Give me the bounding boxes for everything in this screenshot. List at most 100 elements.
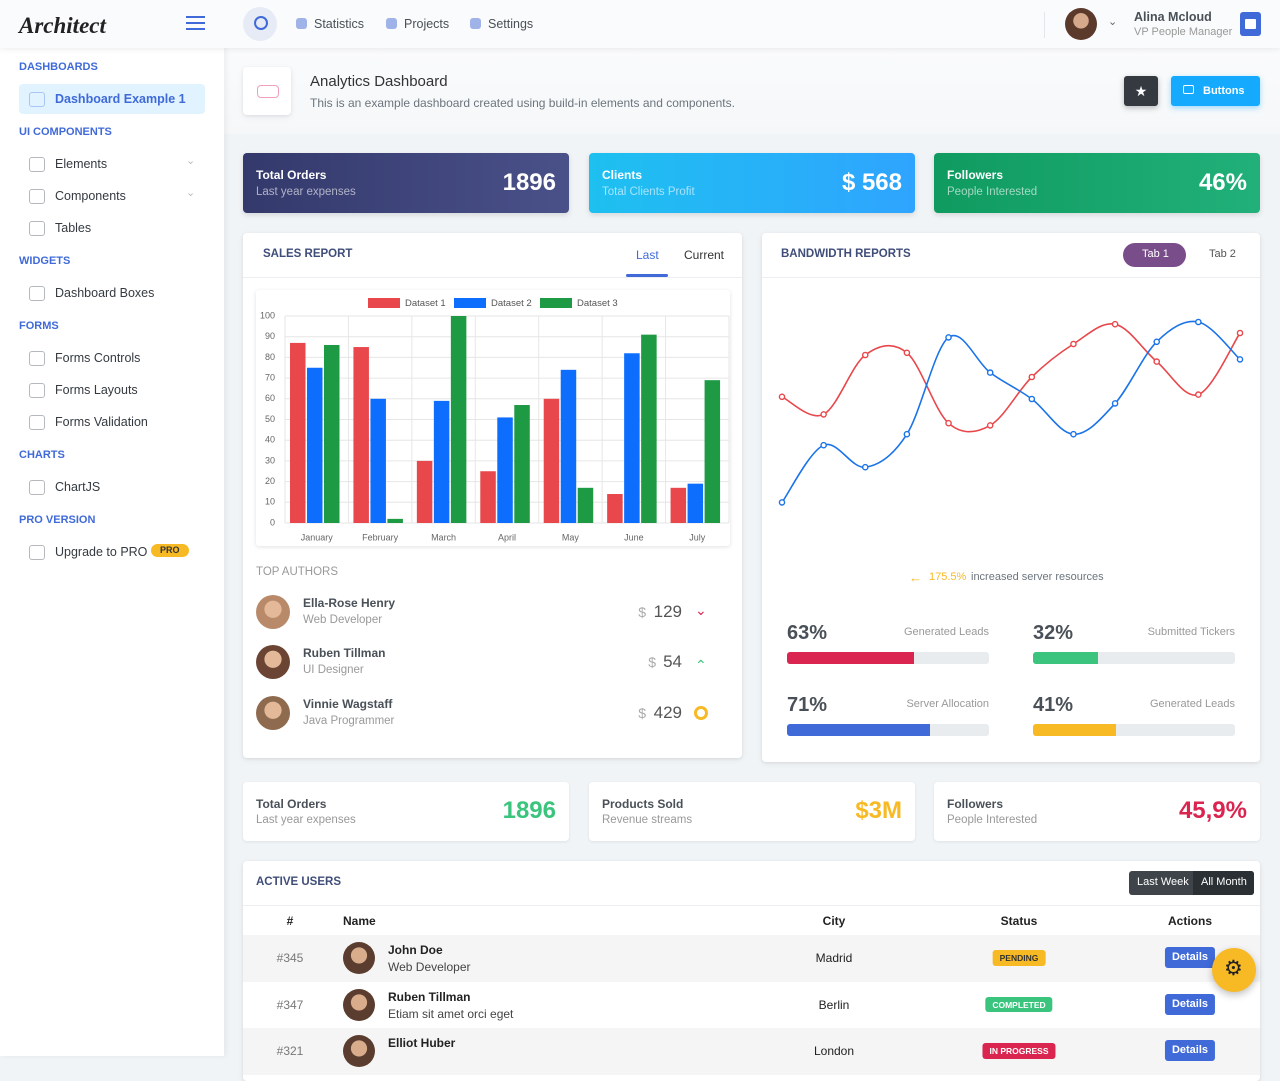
stat-subtitle: Last year expenses xyxy=(256,186,356,198)
user-city: London xyxy=(813,1044,855,1058)
sidebar-item[interactable]: Tables xyxy=(55,220,92,235)
sidebar-icon xyxy=(29,350,45,366)
nav-item[interactable]: Projects xyxy=(404,17,450,31)
section-title: TOP AUTHORS xyxy=(256,566,339,578)
sidebar-item[interactable]: Upgrade to PRO xyxy=(55,544,148,559)
user-avatar[interactable] xyxy=(1065,8,1097,40)
card-divider xyxy=(243,277,742,278)
card-divider xyxy=(243,905,1260,906)
line-point xyxy=(986,369,994,376)
author-amount: 129 xyxy=(653,602,682,621)
stat-value: 1896 xyxy=(502,797,556,824)
y-tick-label: 80 xyxy=(265,352,275,362)
tab[interactable]: Last xyxy=(636,248,659,262)
line-series xyxy=(781,323,1241,433)
line-point xyxy=(945,334,952,341)
author-name: Vinnie Wagstaff xyxy=(303,697,393,711)
progress-percent: 41% xyxy=(1033,694,1074,716)
divider xyxy=(1044,12,1045,38)
author-role: UI Designer xyxy=(303,664,364,676)
user-role: Etiam sit amet orci eget xyxy=(388,1006,514,1021)
user-name: John Doe xyxy=(388,943,443,957)
page-title: Analytics Dashboard xyxy=(310,73,448,90)
stat-title: Total Orders xyxy=(256,168,327,182)
buttons-dropdown[interactable]: Buttons xyxy=(1171,76,1260,106)
tab[interactable]: Tab 2 xyxy=(1209,248,1236,260)
bar xyxy=(290,342,306,523)
search-button[interactable] xyxy=(243,7,277,41)
column-header: City xyxy=(822,914,846,928)
nav-item[interactable]: Statistics xyxy=(314,17,365,31)
sidebar-item[interactable]: Elements xyxy=(55,156,108,171)
line-point xyxy=(945,419,952,427)
sidebar-item[interactable]: Dashboard Boxes xyxy=(55,285,155,300)
progress-percent: 32% xyxy=(1033,622,1074,644)
details-button[interactable]: Details xyxy=(1164,993,1216,1015)
sidebar-icon xyxy=(29,414,45,430)
page-subtitle: This is an example dashboard created usi… xyxy=(310,96,735,110)
x-tick-label: May xyxy=(562,532,580,542)
status-badge: COMPLETED xyxy=(985,996,1053,1012)
bar xyxy=(514,405,530,523)
trend-up: ⌃ xyxy=(695,657,707,673)
tab[interactable]: Current xyxy=(684,248,725,262)
row-id: #345 xyxy=(276,951,304,965)
bar xyxy=(670,487,687,523)
page-icon xyxy=(243,67,291,115)
stat-value: $ 568 xyxy=(841,169,902,196)
nav-icon xyxy=(386,18,397,29)
line-point xyxy=(1153,358,1161,365)
y-tick-label: 20 xyxy=(265,476,275,486)
tab-pill[interactable] xyxy=(1123,243,1186,267)
sidebar-item[interactable]: Forms Layouts xyxy=(55,382,138,397)
details-button[interactable]: Details xyxy=(1164,1040,1216,1061)
bar xyxy=(433,400,450,523)
note-text: increased server resources xyxy=(971,571,1104,583)
x-tick-label: July xyxy=(689,532,706,542)
author-currency: $ xyxy=(648,654,656,670)
filter-button[interactable]: Last Week xyxy=(1137,876,1189,888)
star-button[interactable]: ★ xyxy=(1124,76,1158,106)
sidebar-item[interactable]: Components xyxy=(55,188,126,203)
x-tick-label: February xyxy=(362,532,399,542)
bar xyxy=(480,471,496,523)
calendar-button[interactable] xyxy=(1240,12,1261,36)
line-point xyxy=(861,351,869,359)
sidebar-item[interactable]: Dashboard Example 1 xyxy=(55,91,186,106)
buttons-label: Buttons xyxy=(1203,85,1245,97)
progress-name: Generated Leads xyxy=(1149,698,1235,710)
sidebar-item[interactable]: ChartJS xyxy=(55,479,101,494)
sidebar-item[interactable]: Forms Controls xyxy=(55,350,141,365)
line-point xyxy=(1195,391,1202,398)
details-button[interactable]: Details xyxy=(1164,947,1216,968)
sidebar-icon xyxy=(29,220,45,236)
line-point xyxy=(1028,373,1036,381)
bar xyxy=(307,367,323,523)
tab[interactable]: Tab 1 xyxy=(1142,248,1169,260)
sidebar-item[interactable]: Forms Validation xyxy=(55,414,148,429)
filter-button[interactable]: All Month xyxy=(1201,876,1247,888)
nav-item[interactable]: Settings xyxy=(488,17,534,31)
sidebar-icon xyxy=(29,382,45,398)
nav-icon xyxy=(296,18,307,29)
stat-value: 45,9% xyxy=(1178,797,1247,824)
progress-bar xyxy=(787,652,915,664)
card-divider xyxy=(762,277,1260,278)
stat-subtitle: Total Clients Profit xyxy=(602,186,695,198)
progress-name: Submitted Tickers xyxy=(1147,626,1235,638)
user-city: Madrid xyxy=(815,951,853,965)
trend-down: ⌄ xyxy=(695,602,707,618)
sidebar-section-title: UI COMPONENTS xyxy=(19,125,112,138)
menu-button[interactable] xyxy=(186,16,205,30)
row-bg xyxy=(243,935,1260,982)
stat-card xyxy=(934,153,1260,213)
progress-bar xyxy=(1033,652,1098,664)
note-arrow: ← xyxy=(909,570,922,585)
page-title-bar xyxy=(224,48,1280,134)
user-avatar xyxy=(343,988,375,1021)
pro-badge: PRO xyxy=(151,543,189,557)
btn-active[interactable] xyxy=(1193,871,1254,895)
settings-fab[interactable] xyxy=(1212,948,1256,992)
stat-card xyxy=(589,782,915,841)
column-header: # xyxy=(286,914,294,928)
